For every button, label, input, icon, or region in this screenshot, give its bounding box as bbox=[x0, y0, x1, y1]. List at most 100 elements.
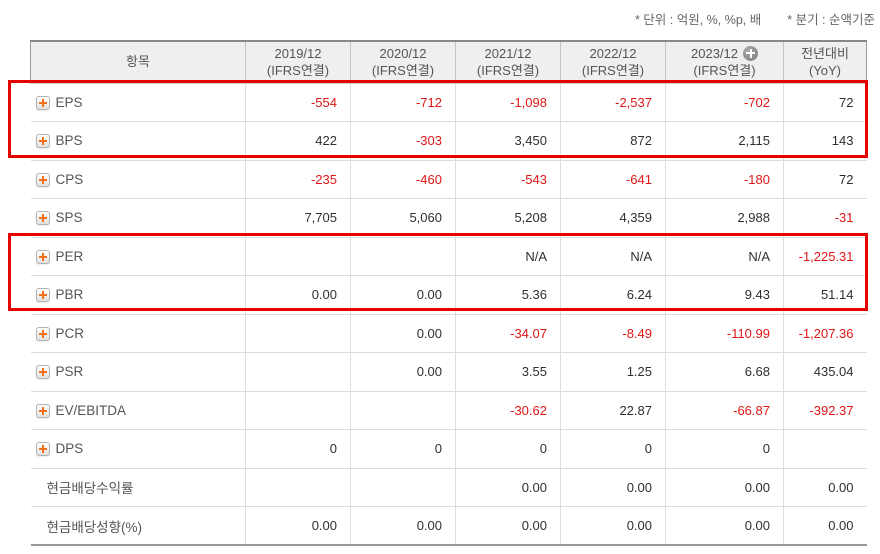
value-cell: -303 bbox=[350, 121, 456, 161]
value-cell: 422 bbox=[245, 121, 351, 161]
table-row-cash-dividend-yield: 현금배당수익률 0.00 0.00 0.00 0.00 bbox=[30, 468, 867, 507]
value-cell: 0.00 bbox=[455, 468, 561, 507]
value-cell: 5,060 bbox=[350, 198, 456, 238]
value-cell: 7,705 bbox=[245, 198, 351, 238]
value-cell bbox=[245, 391, 351, 430]
row-label: EV/EBITDA bbox=[55, 402, 127, 418]
basis-note: * 분기 : 순액기준 bbox=[787, 13, 875, 27]
column-period: 2023/12 bbox=[691, 45, 738, 61]
value-cell: 435.04 bbox=[783, 352, 867, 392]
column-standard: (IFRS연결) bbox=[476, 63, 540, 79]
column-header-2021: 2021/12 (IFRS연결) bbox=[455, 40, 561, 84]
value-cell bbox=[245, 237, 351, 276]
expand-row-icon[interactable] bbox=[35, 211, 50, 226]
value-cell bbox=[245, 468, 351, 507]
value-cell: 0 bbox=[245, 429, 351, 469]
row-label: 현금배당성향(%) bbox=[46, 519, 143, 535]
value-cell: 0 bbox=[665, 429, 784, 469]
value-cell: 3,450 bbox=[455, 121, 561, 161]
unit-note: * 단위 : 억원, %, %p, 배 bbox=[634, 13, 762, 27]
value-cell: 5,208 bbox=[455, 198, 561, 238]
value-cell: -460 bbox=[350, 160, 456, 199]
column-standard: (IFRS연결) bbox=[266, 63, 330, 79]
value-cell: 6.68 bbox=[665, 352, 784, 392]
value-cell: 3.55 bbox=[455, 352, 561, 392]
row-label-cell: CPS bbox=[30, 160, 246, 199]
column-header-item: 항목 bbox=[30, 40, 246, 84]
table-row-bps: BPS 422 -303 3,450 872 2,115 143 bbox=[30, 121, 867, 161]
column-period-line: 2023/12 bbox=[666, 45, 783, 63]
row-label-cell: BPS bbox=[30, 121, 246, 161]
add-column-icon[interactable] bbox=[743, 45, 758, 61]
value-cell: 0.00 bbox=[560, 468, 666, 507]
row-label: BPS bbox=[55, 133, 83, 149]
value-cell: -641 bbox=[560, 160, 666, 199]
row-label-cell: 현금배당수익률 bbox=[30, 468, 246, 507]
value-cell: -392.37 bbox=[783, 391, 867, 430]
value-cell: -110.99 bbox=[665, 314, 784, 353]
row-label: PCR bbox=[55, 325, 85, 341]
value-cell: -180 bbox=[665, 160, 784, 199]
value-cell: -1,207.36 bbox=[783, 314, 867, 353]
table-header-row: 항목 2019/12 (IFRS연결) 2020/12 (IFRS연결) 202… bbox=[30, 40, 867, 84]
column-period: 2021/12 bbox=[484, 45, 532, 61]
value-cell: 2,115 bbox=[665, 121, 784, 161]
expand-row-icon[interactable] bbox=[35, 326, 50, 341]
value-cell bbox=[245, 314, 351, 353]
value-cell bbox=[350, 468, 456, 507]
row-label: DPS bbox=[55, 441, 84, 457]
value-cell: -34.07 bbox=[455, 314, 561, 353]
column-standard: (IFRS연결) bbox=[371, 63, 435, 79]
expand-row-icon[interactable] bbox=[35, 365, 50, 380]
value-cell: 72 bbox=[783, 83, 867, 122]
row-label-cell: PCR bbox=[30, 314, 246, 353]
table-row-dps: DPS 0 0 0 0 0 bbox=[30, 429, 867, 469]
row-label-cell: EV/EBITDA bbox=[30, 391, 246, 430]
value-cell: 0.00 bbox=[245, 506, 351, 546]
value-cell: 0.00 bbox=[560, 506, 666, 546]
value-cell bbox=[783, 429, 867, 469]
value-cell: 0.00 bbox=[245, 275, 351, 315]
value-cell: -712 bbox=[350, 83, 456, 122]
row-label: PSR bbox=[55, 364, 84, 380]
row-label: EPS bbox=[55, 94, 83, 110]
expand-row-icon[interactable] bbox=[35, 288, 50, 303]
value-cell: -1,098 bbox=[455, 83, 561, 122]
value-cell: -235 bbox=[245, 160, 351, 199]
column-standard: (YoY) bbox=[808, 63, 842, 79]
table-row-cash-dividend-payout: 현금배당성향(%) 0.00 0.00 0.00 0.00 0.00 0.00 bbox=[30, 506, 867, 546]
table-row-per: PER N/A N/A N/A -1,225.31 bbox=[30, 237, 867, 276]
table-row-eps: EPS -554 -712 -1,098 -2,537 -702 72 bbox=[30, 83, 867, 122]
financial-ratio-table: 항목 2019/12 (IFRS연결) 2020/12 (IFRS연결) 202… bbox=[30, 40, 867, 546]
value-cell: 0 bbox=[455, 429, 561, 469]
column-header-2023: 2023/12 (IFRS연결) bbox=[665, 40, 784, 84]
value-cell: 0.00 bbox=[350, 314, 456, 353]
column-header-yoy: 전년대비 (YoY) bbox=[783, 40, 867, 84]
row-label: SPS bbox=[55, 210, 83, 226]
table-row-cps: CPS -235 -460 -543 -641 -180 72 bbox=[30, 160, 867, 199]
value-cell: -8.49 bbox=[560, 314, 666, 353]
value-cell: -2,537 bbox=[560, 83, 666, 122]
table-row-ev-ebitda: EV/EBITDA -30.62 22.87 -66.87 -392.37 bbox=[30, 391, 867, 430]
expand-row-icon[interactable] bbox=[35, 134, 50, 149]
row-label-cell: EPS bbox=[30, 83, 246, 122]
expand-row-icon[interactable] bbox=[35, 249, 50, 264]
column-period: 2019/12 bbox=[274, 45, 322, 61]
row-label-cell: PBR bbox=[30, 275, 246, 315]
value-cell: N/A bbox=[665, 237, 784, 276]
expand-row-icon[interactable] bbox=[35, 403, 50, 418]
value-cell bbox=[245, 352, 351, 392]
row-label-cell: PER bbox=[30, 237, 246, 276]
column-standard: (IFRS연결) bbox=[581, 63, 645, 79]
expand-row-icon[interactable] bbox=[35, 95, 50, 110]
value-cell: 0.00 bbox=[350, 352, 456, 392]
value-cell: 0.00 bbox=[665, 506, 784, 546]
value-cell bbox=[350, 391, 456, 430]
value-cell: 4,359 bbox=[560, 198, 666, 238]
row-label-cell: DPS bbox=[30, 429, 246, 469]
expand-row-icon[interactable] bbox=[35, 172, 50, 187]
column-header-2019: 2019/12 (IFRS연결) bbox=[245, 40, 351, 84]
expand-row-icon[interactable] bbox=[35, 442, 50, 457]
value-cell: -30.62 bbox=[455, 391, 561, 430]
row-label: 현금배당수익률 bbox=[46, 481, 134, 497]
